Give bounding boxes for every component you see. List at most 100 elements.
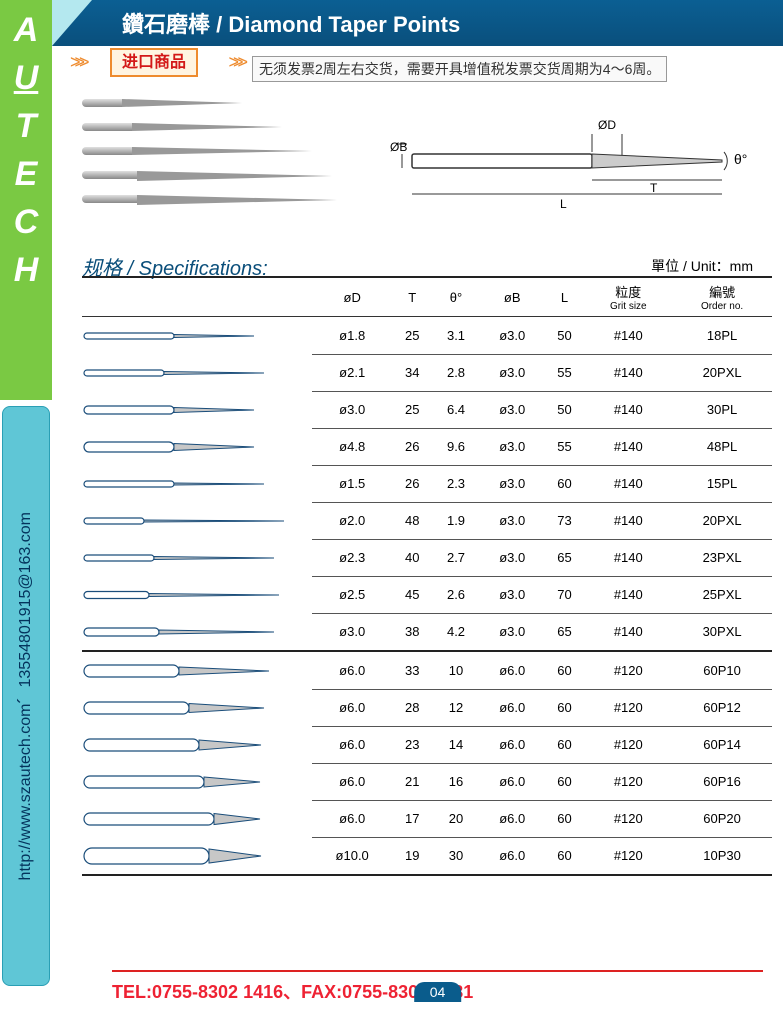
- spec-table: øD T θ° øB L 粒度Grit size 編號Order no. ø1.…: [82, 276, 772, 876]
- cell-t: 48: [392, 502, 432, 539]
- cell-od: ø10.0: [312, 837, 392, 875]
- cell-l: 65: [545, 539, 585, 576]
- label-oB: ØB: [390, 140, 407, 154]
- cell-no: 25PXL: [672, 576, 772, 613]
- table-row: ø3.0 38 4.2 ø3.0 65 #140 30PXL: [82, 613, 772, 651]
- cell-l: 65: [545, 613, 585, 651]
- col-l: L: [545, 277, 585, 317]
- cell-grit: #120: [584, 837, 672, 875]
- cell-no: 30PL: [672, 391, 772, 428]
- cell-ob: ø6.0: [480, 763, 545, 800]
- cell-od: ø6.0: [312, 800, 392, 837]
- cell-t: 45: [392, 576, 432, 613]
- cell-theta: 2.6: [432, 576, 480, 613]
- cell-t: 40: [392, 539, 432, 576]
- cell-od: ø6.0: [312, 651, 392, 689]
- col-t: T: [392, 277, 432, 317]
- table-row: ø2.3 40 2.7 ø3.0 65 #140 23PXL: [82, 539, 772, 576]
- cell-od: ø4.8: [312, 428, 392, 465]
- cell-theta: 30: [432, 837, 480, 875]
- cell-theta: 2.3: [432, 465, 480, 502]
- cell-od: ø6.0: [312, 689, 392, 726]
- cell-od: ø1.5: [312, 465, 392, 502]
- cell-ob: ø3.0: [480, 354, 545, 391]
- cell-ob: ø3.0: [480, 428, 545, 465]
- cell-t: 23: [392, 726, 432, 763]
- cell-l: 55: [545, 428, 585, 465]
- table-row: ø6.0 33 10 ø6.0 60 #120 60P10: [82, 651, 772, 689]
- cell-no: 18PL: [672, 317, 772, 355]
- cell-grit: #140: [584, 354, 672, 391]
- cell-theta: 12: [432, 689, 480, 726]
- cell-ob: ø3.0: [480, 576, 545, 613]
- cell-ob: ø3.0: [480, 502, 545, 539]
- cell-no: 20PXL: [672, 502, 772, 539]
- cell-grit: #120: [584, 689, 672, 726]
- import-tag: >>> 进口商品 >>>: [110, 48, 198, 72]
- delivery-notice: 无须发票2周左右交货，需要开具增值税发票交货周期为4～6周。: [252, 56, 667, 82]
- cell-t: 26: [392, 428, 432, 465]
- cell-theta: 10: [432, 651, 480, 689]
- table-row: ø2.5 45 2.6 ø3.0 70 #140 25PXL: [82, 576, 772, 613]
- cell-l: 60: [545, 651, 585, 689]
- chevron-right-icon: >>>: [228, 52, 242, 73]
- cell-no: 60P20: [672, 800, 772, 837]
- cell-ob: ø6.0: [480, 800, 545, 837]
- cell-theta: 16: [432, 763, 480, 800]
- cell-od: ø1.8: [312, 317, 392, 355]
- table-row: ø3.0 25 6.4 ø3.0 50 #140 30PL: [82, 391, 772, 428]
- unit-label: 單位 / Unit：mm: [651, 256, 753, 276]
- cell-ob: ø6.0: [480, 651, 545, 689]
- cell-od: ø3.0: [312, 613, 392, 651]
- cell-t: 25: [392, 391, 432, 428]
- url-vertical-box: http://www.szautech.com、13554801915@163.…: [2, 406, 50, 986]
- cell-grit: #140: [584, 613, 672, 651]
- cell-ob: ø3.0: [480, 539, 545, 576]
- cell-no: 10P30: [672, 837, 772, 875]
- col-ob: øB: [480, 277, 545, 317]
- page-title: 鑽石磨棒 / Diamond Taper Points: [122, 7, 460, 39]
- footer: TEL:0755-8302 1416、FAX:0755-8302 1031 04: [112, 970, 763, 1004]
- table-row: ø2.1 34 2.8 ø3.0 55 #140 20PXL: [82, 354, 772, 391]
- cell-ob: ø3.0: [480, 317, 545, 355]
- cell-od: ø6.0: [312, 726, 392, 763]
- cell-no: 20PXL: [672, 354, 772, 391]
- cell-t: 25: [392, 317, 432, 355]
- cell-theta: 2.8: [432, 354, 480, 391]
- cell-t: 17: [392, 800, 432, 837]
- col-theta: θ°: [432, 277, 480, 317]
- table-row: ø6.0 23 14 ø6.0 60 #120 60P14: [82, 726, 772, 763]
- cell-grit: #140: [584, 465, 672, 502]
- cell-l: 60: [545, 837, 585, 875]
- col-od: øD: [312, 277, 392, 317]
- cell-od: ø2.3: [312, 539, 392, 576]
- table-row: ø6.0 17 20 ø6.0 60 #120 60P20: [82, 800, 772, 837]
- label-oD: ØD: [598, 118, 616, 132]
- label-L: L: [560, 197, 567, 211]
- cell-t: 26: [392, 465, 432, 502]
- cell-ob: ø6.0: [480, 689, 545, 726]
- cell-theta: 4.2: [432, 613, 480, 651]
- cell-theta: 14: [432, 726, 480, 763]
- cell-theta: 1.9: [432, 502, 480, 539]
- cell-grit: #120: [584, 726, 672, 763]
- import-tag-label: 进口商品: [110, 48, 198, 77]
- table-row: ø6.0 28 12 ø6.0 60 #120 60P12: [82, 689, 772, 726]
- cell-l: 50: [545, 391, 585, 428]
- cell-od: ø3.0: [312, 391, 392, 428]
- col-no: 編號Order no.: [672, 277, 772, 317]
- cell-l: 73: [545, 502, 585, 539]
- product-photo: [82, 94, 342, 214]
- cell-ob: ø6.0: [480, 837, 545, 875]
- cell-no: 15PL: [672, 465, 772, 502]
- cell-theta: 6.4: [432, 391, 480, 428]
- cell-l: 60: [545, 800, 585, 837]
- page-number: 04: [414, 982, 462, 1002]
- cell-grit: #120: [584, 763, 672, 800]
- cell-t: 19: [392, 837, 432, 875]
- cell-l: 60: [545, 465, 585, 502]
- label-T: T: [650, 181, 658, 195]
- url-text: http://www.szautech.com、13554801915@163.…: [14, 512, 38, 880]
- cell-theta: 3.1: [432, 317, 480, 355]
- table-row: ø4.8 26 9.6 ø3.0 55 #140 48PL: [82, 428, 772, 465]
